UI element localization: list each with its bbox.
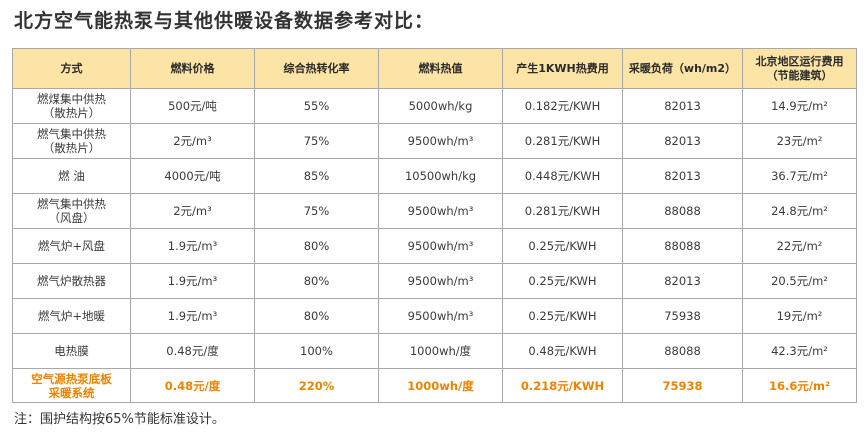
- cell-heating-load: 82013: [622, 88, 743, 124]
- footnote: 注：围护结构按65%节能标准设计。: [14, 412, 225, 427]
- cell-heating-load: 82013: [622, 123, 743, 159]
- table-row: 燃气炉+风盘 1.9元/m³ 80% 9500wh/m³ 0.25元/KWH 88088 2…: [12, 228, 857, 264]
- cell-fuel-heat-value: 1000wh/度: [378, 333, 503, 369]
- header-fuel-heat-value: 燃料热值: [378, 48, 503, 89]
- header-method: 方式: [12, 48, 131, 89]
- cell-fuel-heat-value: 9500wh/m³: [378, 123, 503, 159]
- cell-fuel-heat-value: 5000wh/kg: [378, 88, 503, 124]
- cell-method: 燃气集中供热 （风盘）: [12, 193, 131, 229]
- cell-method: 燃气集中供热 （散热片）: [12, 123, 131, 159]
- cell-cost-per-kwh: 0.25元/KWH: [502, 298, 623, 334]
- cell-cost-per-kwh: 0.281元/KWH: [502, 123, 623, 159]
- table-row: 电热膜 0.48元/度 100% 1000wh/度 0.48元/KWH 88088 42.3…: [12, 333, 857, 369]
- cell-method: 空气源热泵底板 采暖系统: [12, 368, 131, 403]
- header-beijing-operating-cost: 北京地区运行费用 （节能建筑）: [742, 48, 857, 89]
- table-body: 燃煤集中供热 （散热片） 500元/吨 55% 5000wh/kg 0.182元/KWH 8…: [12, 88, 857, 403]
- cell-conversion-rate: 75%: [254, 123, 379, 159]
- cell-cost-per-kwh: 0.448元/KWH: [502, 158, 623, 194]
- cell-cost-per-kwh: 0.48元/KWH: [502, 333, 623, 369]
- cell-heating-load: 82013: [622, 158, 743, 194]
- table-row: 燃煤集中供热 （散热片） 500元/吨 55% 5000wh/kg 0.182元/KWH 8…: [12, 88, 857, 124]
- table-row: 燃气集中供热 （散热片） 2元/m³ 75% 9500wh/m³ 0.281元/KWH 82…: [12, 123, 857, 159]
- cell-method: 燃气炉+风盘: [12, 228, 131, 264]
- cell-fuel-heat-value: 1000wh/度: [378, 368, 503, 403]
- cell-conversion-rate: 80%: [254, 228, 379, 264]
- cell-method: 燃气炉散热器: [12, 263, 131, 299]
- cell-cost-per-kwh: 0.182元/KWH: [502, 88, 623, 124]
- header-cost-per-kwh: 产生1KWH热费用: [502, 48, 623, 89]
- cell-conversion-rate: 85%: [254, 158, 379, 194]
- table-row: 燃气炉+地暖 1.9元/m³ 80% 9500wh/m³ 0.25元/KWH 75938 1…: [12, 298, 857, 334]
- cell-operating-cost: 36.7元/m²: [742, 158, 857, 194]
- cell-heating-load: 82013: [622, 263, 743, 299]
- cell-conversion-rate: 220%: [254, 368, 379, 403]
- table-row: 燃气集中供热 （风盘） 2元/m³ 75% 9500wh/m³ 0.281元/KWH 880…: [12, 193, 857, 229]
- cell-fuel-price: 0.48元/度: [130, 333, 255, 369]
- cell-conversion-rate: 75%: [254, 193, 379, 229]
- cell-conversion-rate: 80%: [254, 263, 379, 299]
- cell-conversion-rate: 100%: [254, 333, 379, 369]
- header-conversion-rate: 综合热转化率: [254, 48, 379, 89]
- table-row: 空气源热泵底板 采暖系统 0.48元/度 220% 1000wh/度 0.218元/KWH…: [12, 368, 857, 403]
- comparison-table: 方式 燃料价格 综合热转化率 燃料热值 产生1KWH热费用 采暖负荷（wh/m2…: [12, 48, 857, 403]
- cell-fuel-price: 1.9元/m³: [130, 263, 255, 299]
- cell-fuel-heat-value: 9500wh/m³: [378, 228, 503, 264]
- table-row: 燃气炉散热器 1.9元/m³ 80% 9500wh/m³ 0.25元/KWH 82013 2…: [12, 263, 857, 299]
- cell-operating-cost: 42.3元/m²: [742, 333, 857, 369]
- cell-heating-load: 75938: [622, 298, 743, 334]
- cell-operating-cost: 22元/m²: [742, 228, 857, 264]
- cell-operating-cost: 16.6元/m²: [742, 368, 857, 403]
- cell-method: 燃气炉+地暖: [12, 298, 131, 334]
- cell-operating-cost: 20.5元/m²: [742, 263, 857, 299]
- cell-operating-cost: 23元/m²: [742, 123, 857, 159]
- cell-method: 燃煤集中供热 （散热片）: [12, 88, 131, 124]
- cell-method: 电热膜: [12, 333, 131, 369]
- cell-operating-cost: 24.8元/m²: [742, 193, 857, 229]
- cell-fuel-heat-value: 10500wh/kg: [378, 158, 503, 194]
- cell-conversion-rate: 80%: [254, 298, 379, 334]
- cell-fuel-heat-value: 9500wh/m³: [378, 263, 503, 299]
- cell-conversion-rate: 55%: [254, 88, 379, 124]
- cell-fuel-price: 1.9元/m³: [130, 298, 255, 334]
- cell-fuel-price: 2元/m³: [130, 193, 255, 229]
- header-fuel-price: 燃料价格: [130, 48, 255, 89]
- table-header-row: 方式 燃料价格 综合热转化率 燃料热值 产生1KWH热费用 采暖负荷（wh/m2…: [12, 48, 857, 89]
- cell-operating-cost: 19元/m²: [742, 298, 857, 334]
- table-row: 燃 油 4000元/吨 85% 10500wh/kg 0.448元/KWH 82013 36…: [12, 158, 857, 194]
- cell-cost-per-kwh: 0.218元/KWH: [502, 368, 623, 403]
- cell-fuel-heat-value: 9500wh/m³: [378, 193, 503, 229]
- cell-fuel-price: 4000元/吨: [130, 158, 255, 194]
- cell-heating-load: 75938: [622, 368, 743, 403]
- cell-operating-cost: 14.9元/m²: [742, 88, 857, 124]
- cell-cost-per-kwh: 0.25元/KWH: [502, 228, 623, 264]
- cell-cost-per-kwh: 0.281元/KWH: [502, 193, 623, 229]
- cell-heating-load: 88088: [622, 333, 743, 369]
- cell-heating-load: 88088: [622, 193, 743, 229]
- page-title: 北方空气能热泵与其他供暖设备数据参考对比：: [14, 10, 435, 32]
- cell-fuel-price: 0.48元/度: [130, 368, 255, 403]
- cell-fuel-heat-value: 9500wh/m³: [378, 298, 503, 334]
- header-heating-load: 采暖负荷（wh/m2）: [622, 48, 743, 89]
- cell-fuel-price: 2元/m³: [130, 123, 255, 159]
- cell-heating-load: 88088: [622, 228, 743, 264]
- cell-fuel-price: 1.9元/m³: [130, 228, 255, 264]
- cell-method: 燃 油: [12, 158, 131, 194]
- cell-fuel-price: 500元/吨: [130, 88, 255, 124]
- cell-cost-per-kwh: 0.25元/KWH: [502, 263, 623, 299]
